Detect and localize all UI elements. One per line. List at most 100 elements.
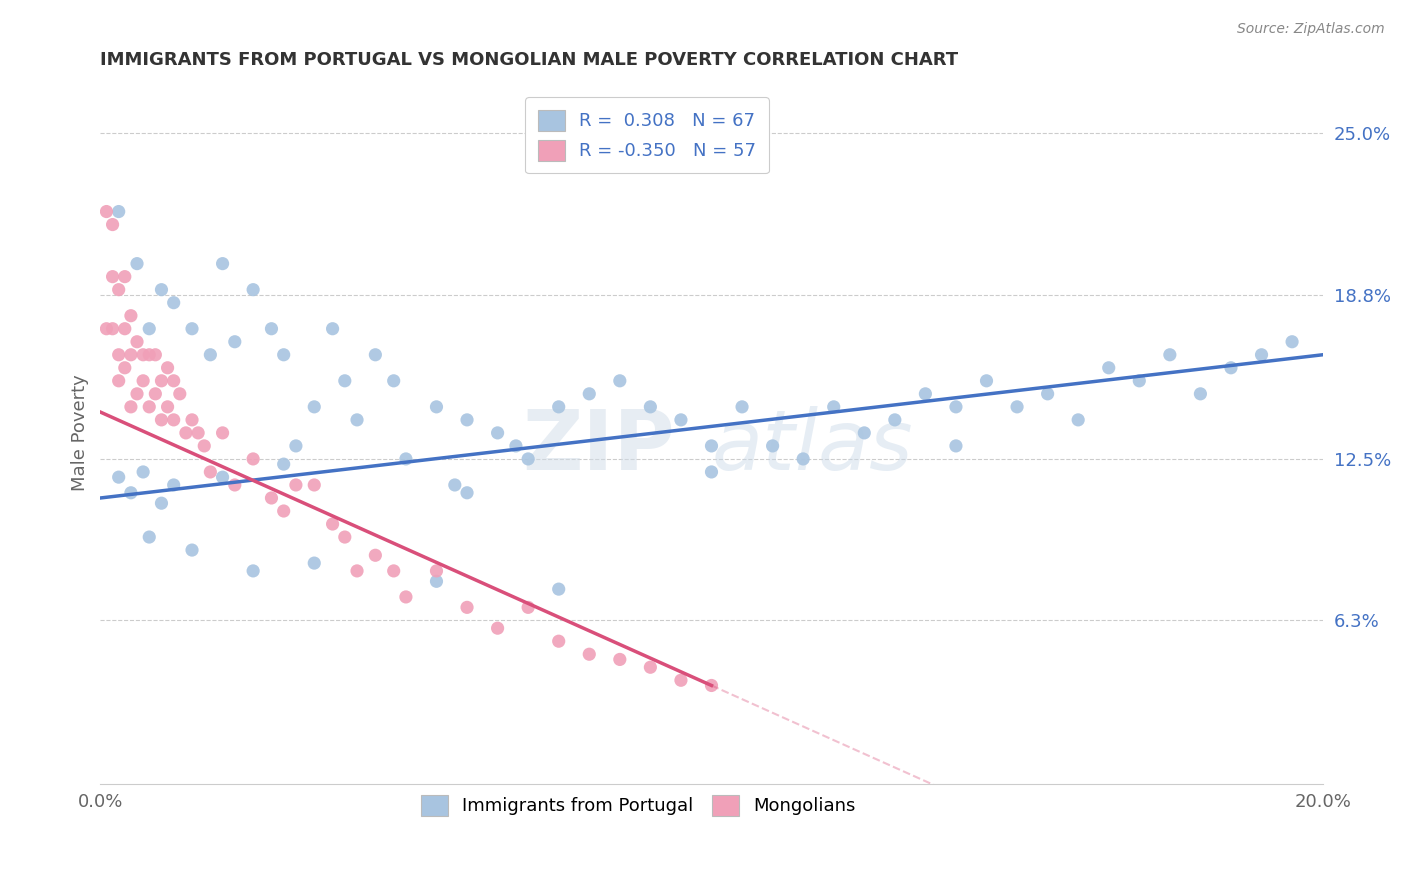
Point [883,413,905,427]
Point [1128,374,1150,388]
Point [456,600,478,615]
Point [150,496,173,510]
Text: IMMIGRANTS FROM PORTUGAL VS MONGOLIAN MALE POVERTY CORRELATION CHART: IMMIGRANTS FROM PORTUGAL VS MONGOLIAN MA… [100,51,959,69]
Point [101,218,124,232]
Point [107,470,129,484]
Point [364,348,387,362]
Point [242,451,264,466]
Point [669,413,692,427]
Point [107,374,129,388]
Point [260,322,283,336]
Point [101,322,124,336]
Point [284,478,307,492]
Point [304,478,326,492]
Point [346,413,368,427]
Point [578,387,600,401]
Point [425,400,447,414]
Point [945,400,967,414]
Point [174,425,197,440]
Point [150,413,173,427]
Point [1067,413,1090,427]
Point [200,465,222,479]
Point [609,652,631,666]
Point [120,348,142,362]
Point [486,425,509,440]
Point [322,516,344,531]
Point [505,439,527,453]
Text: Source: ZipAtlas.com: Source: ZipAtlas.com [1237,22,1385,37]
Point [132,374,155,388]
Point [1159,348,1181,362]
Point [425,564,447,578]
Point [578,647,600,661]
Point [242,283,264,297]
Point [107,348,129,362]
Point [395,451,418,466]
Point [669,673,692,688]
Point [125,387,148,401]
Point [792,451,814,466]
Point [114,322,136,336]
Point [107,283,129,297]
Point [333,530,356,544]
Point [346,564,368,578]
Point [456,485,478,500]
Point [700,465,723,479]
Point [169,387,191,401]
Y-axis label: Male Poverty: Male Poverty [72,375,89,491]
Point [762,439,785,453]
Legend: Immigrants from Portugal, Mongolians: Immigrants from Portugal, Mongolians [412,786,865,824]
Point [96,322,118,336]
Point [547,400,569,414]
Point [163,413,186,427]
Point [114,269,136,284]
Point [364,549,387,563]
Point [181,413,204,427]
Point [163,374,186,388]
Point [114,360,136,375]
Point [486,621,509,635]
Point [132,348,155,362]
Point [181,543,204,558]
Point [163,478,186,492]
Point [138,530,160,544]
Text: atlas: atlas [711,407,912,487]
Point [823,400,845,414]
Point [1005,400,1028,414]
Point [138,400,160,414]
Point [163,295,186,310]
Point [107,204,129,219]
Text: ZIP: ZIP [522,407,675,487]
Point [138,348,160,362]
Point [609,374,631,388]
Point [132,465,155,479]
Point [1036,387,1059,401]
Point [284,439,307,453]
Point [1098,360,1121,375]
Point [382,564,405,578]
Point [1220,360,1243,375]
Point [1250,348,1272,362]
Point [273,457,295,471]
Point [260,491,283,505]
Point [242,564,264,578]
Point [456,413,478,427]
Point [640,660,662,674]
Point [120,309,142,323]
Point [187,425,209,440]
Point [1281,334,1303,349]
Point [443,478,465,492]
Point [125,257,148,271]
Point [150,374,173,388]
Point [138,322,160,336]
Point [853,425,876,440]
Point [181,322,204,336]
Point [976,374,998,388]
Point [143,348,166,362]
Point [101,269,124,284]
Point [143,387,166,401]
Point [200,348,222,362]
Point [273,504,295,518]
Point [395,590,418,604]
Point [322,322,344,336]
